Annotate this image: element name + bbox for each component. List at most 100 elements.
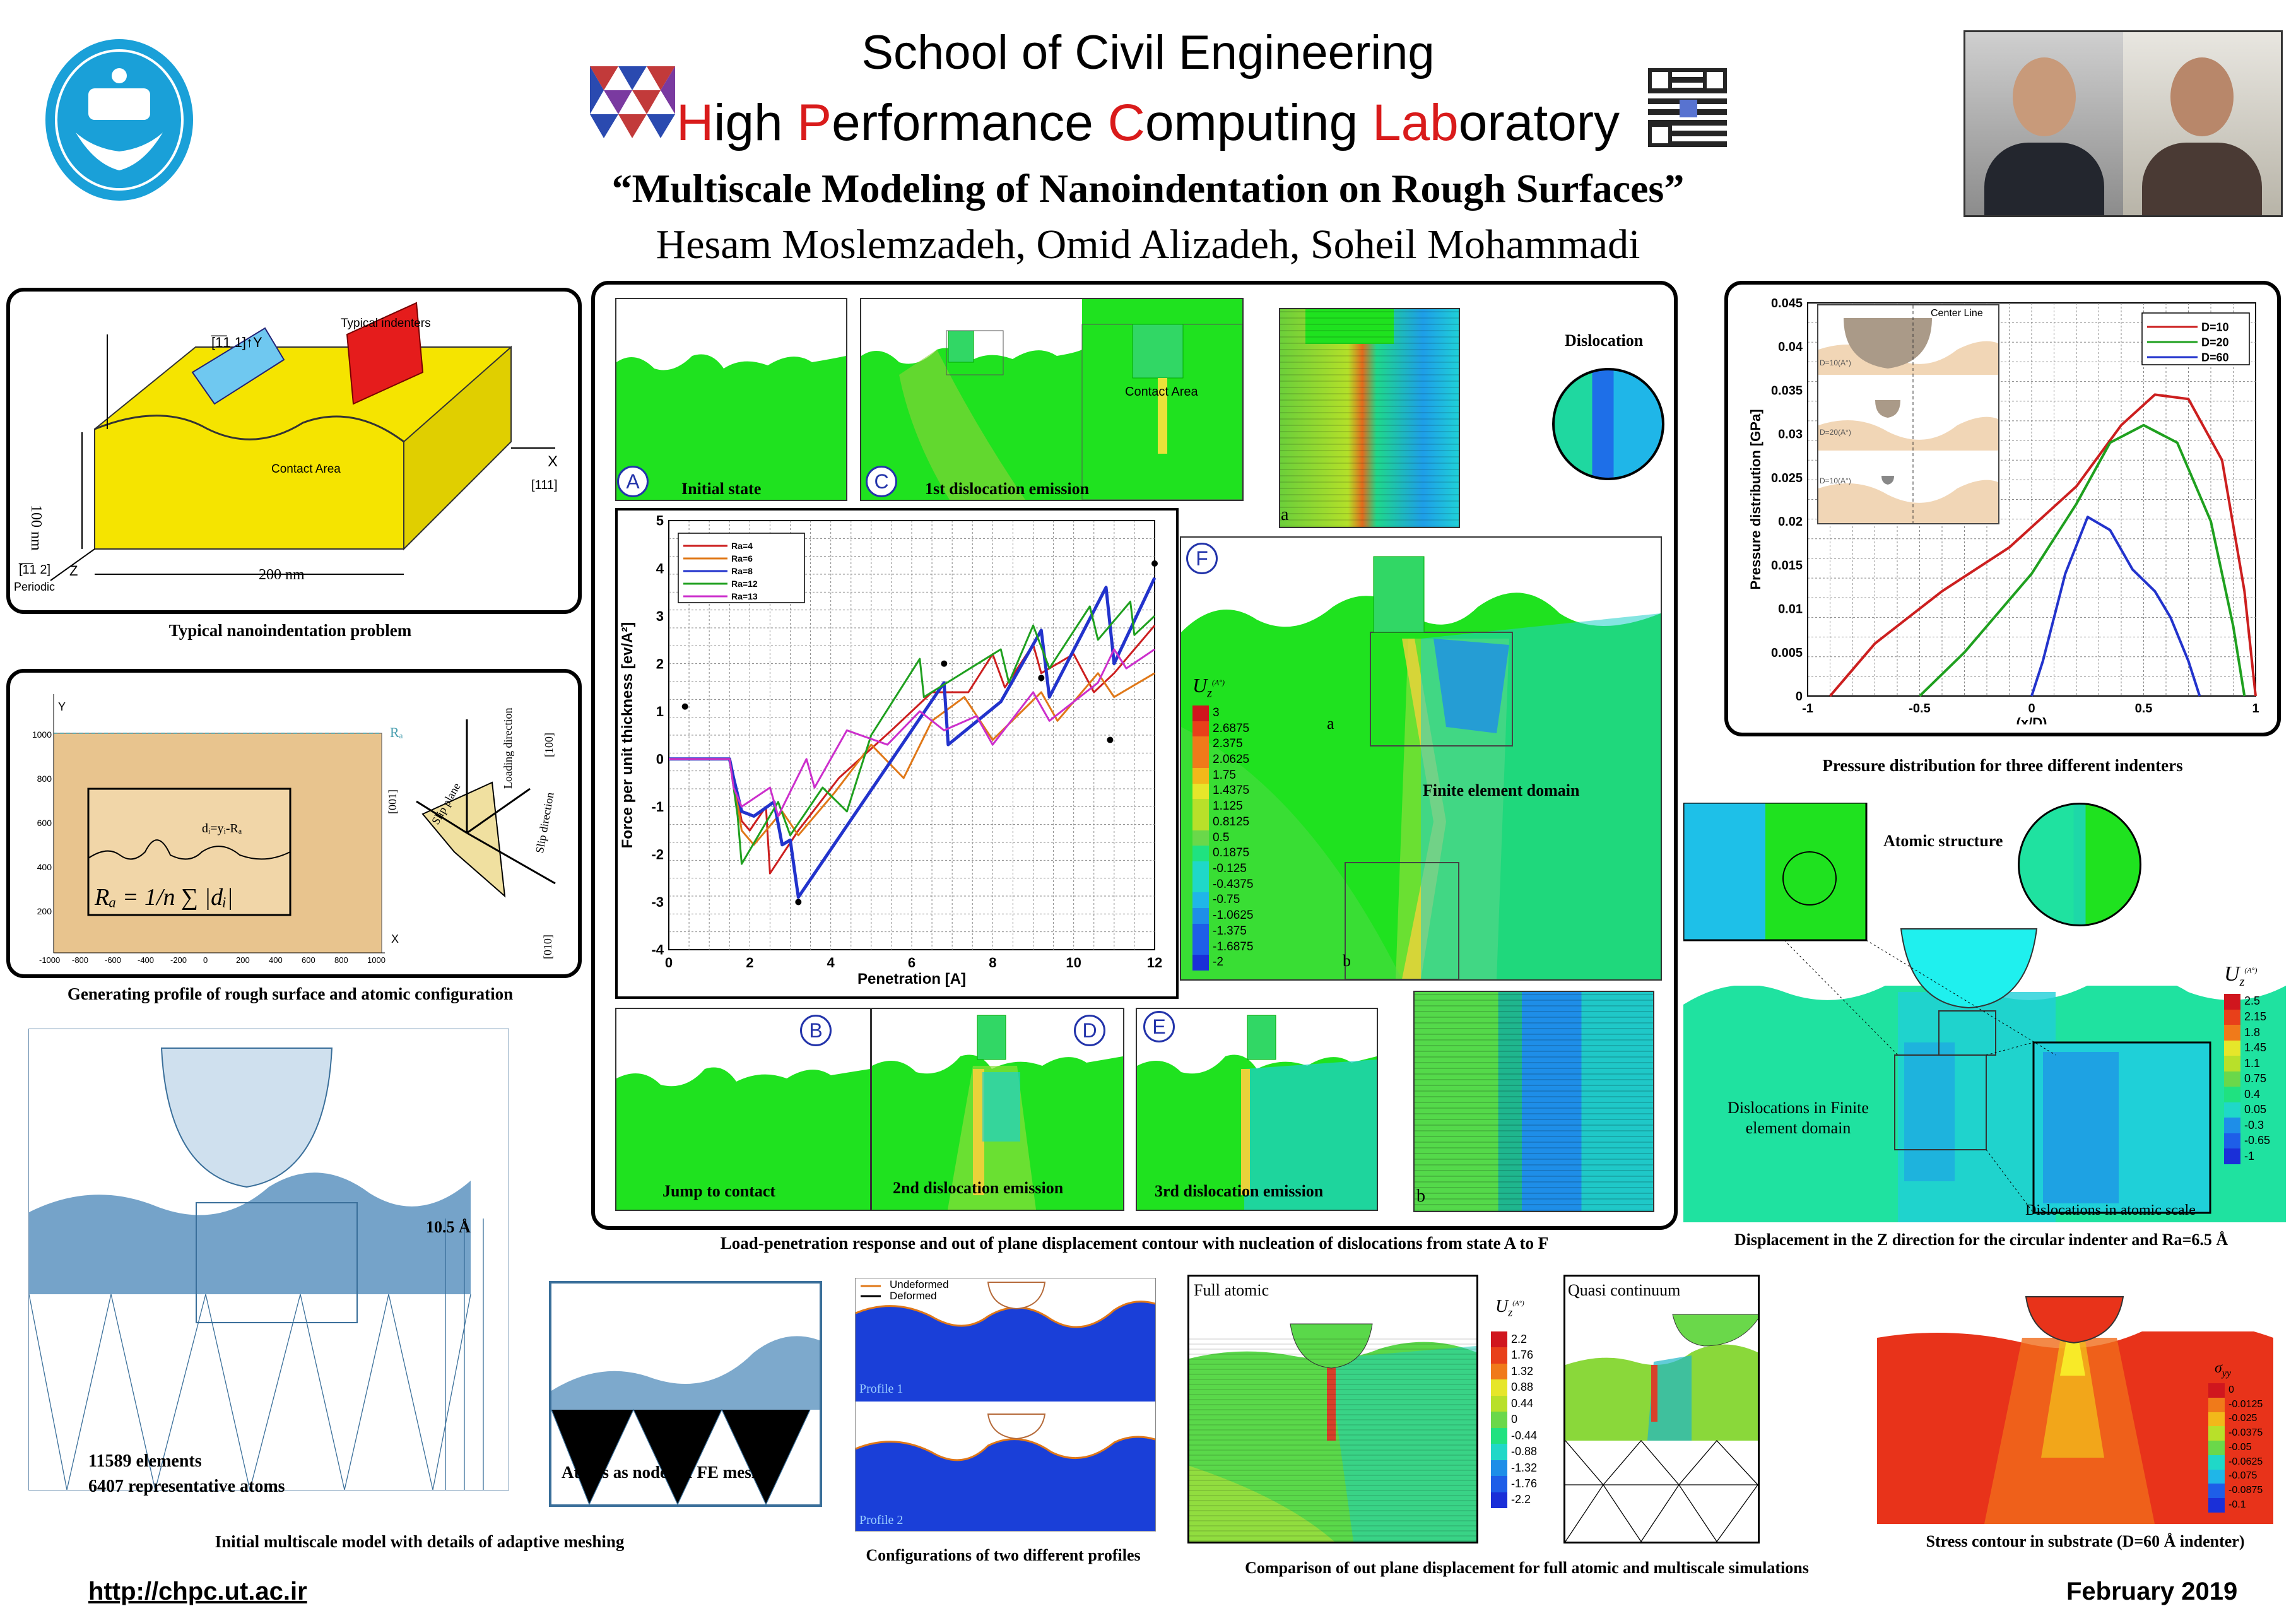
- scale-label: -1.6875: [1213, 940, 1254, 953]
- legend-undeformed: Undeformed: [890, 1278, 949, 1290]
- series-line-D=20: [1919, 423, 2246, 697]
- y-tick-label: 4: [656, 560, 664, 576]
- scale-label: 0.5: [1213, 830, 1230, 844]
- scale-swatch: [2208, 1469, 2225, 1484]
- scale-swatch: [1192, 846, 1209, 862]
- state-label-second-dislocation-text: 2nd dislocation emission: [893, 1179, 1064, 1197]
- rough-xtick: -1000: [39, 955, 61, 965]
- scale-swatch: [1192, 783, 1209, 800]
- photo-2: [2123, 32, 2281, 215]
- scale-label: 0: [1511, 1413, 1518, 1426]
- scale-label: -2: [1213, 955, 1223, 969]
- scale-label: -0.0125: [2228, 1398, 2263, 1410]
- scale-swatch: [1192, 721, 1209, 737]
- scale-label: 0.8125: [1213, 815, 1250, 829]
- disp-uz-title: Uz(A°): [2224, 962, 2257, 989]
- ra-formula: Rₐ = 1/n ∑ |dᵢ|: [95, 883, 233, 911]
- x-tick-label: 2: [746, 955, 753, 971]
- x-tick-label: 0: [2028, 702, 2035, 716]
- rough-xtick: -400: [138, 955, 155, 965]
- disp-color-scale: 2.5 2.15 1.8 1.45 1.1 0.75 0.4 0.05 -0.3 -0.65 -1: [2224, 994, 2287, 1164]
- caption-profiles: Configurations of two different profiles: [866, 1546, 1141, 1564]
- scale-label: -0.0875: [2228, 1485, 2263, 1496]
- scale-swatch: [1192, 767, 1209, 784]
- university-logo: [44, 38, 194, 202]
- scale-swatch: [1491, 1363, 1507, 1380]
- pressure-distribution-chart: -1 -0.5 0 0.5 1 0 0.005 0.01 0.015 0.02 0.025 0.03 0…: [1748, 297, 2259, 724]
- scale-label: 1.32: [1511, 1364, 1534, 1378]
- lab-word-rest-1: erformance: [832, 94, 1108, 151]
- panel-displacement-z: [1683, 803, 2286, 1222]
- scale-label: -1.76: [1511, 1477, 1538, 1490]
- axis-y-letter: Y: [58, 700, 66, 713]
- legend-label: D=20: [2201, 336, 2229, 348]
- caption-displacement: Displacement in the Z direction for the …: [1734, 1231, 2228, 1249]
- rough-ytick: 600: [37, 818, 52, 828]
- inset-d20: D=20(A°): [1820, 428, 1851, 437]
- uz-unit: (A°): [1211, 678, 1225, 687]
- tag-b-panel: b: [1416, 1186, 1425, 1206]
- scale-swatch: [2224, 1087, 2240, 1102]
- scale-swatch: [2224, 1040, 2240, 1056]
- scale-label: 1.76: [1511, 1349, 1534, 1362]
- lab-initial-1: P: [797, 94, 832, 151]
- profile-1-label: Profile 1: [859, 1382, 904, 1396]
- y-tick-label: 5: [656, 513, 664, 529]
- rough-xticks: -1000 -800 -600 -400 -200 0 200 400 600 800 1000: [39, 955, 386, 969]
- x-tick-label: 1: [2252, 702, 2259, 716]
- state-point-D: [1038, 675, 1045, 682]
- y-axis-label: Force per unit thickness [ev/A²]: [619, 622, 636, 849]
- x-tick-label: 6: [908, 955, 915, 971]
- x-tick-label: 8: [989, 955, 996, 971]
- compare-uz-title: Uz(A°): [1495, 1297, 1524, 1319]
- lab-initial-3: Lab: [1372, 94, 1459, 151]
- mesh-elements: 11589 elements: [88, 1451, 202, 1471]
- scale-swatch: [2208, 1441, 2225, 1455]
- hpc-triangle-logo: [590, 66, 675, 151]
- x-axis-label: (x/D): [2016, 715, 2047, 724]
- lab-initial-2: C: [1107, 94, 1145, 151]
- authors: Hesam Moslemzadeh, Omid Alizadeh, Soheil…: [656, 221, 1640, 268]
- scale-label: -0.4375: [1213, 877, 1254, 891]
- dir-001-label: [001]: [386, 789, 399, 814]
- scale-label: -0.0625: [2228, 1456, 2263, 1467]
- inset-d60: D=10(A°): [1820, 476, 1851, 485]
- label-width: 200 nm: [259, 567, 305, 583]
- y-tick-label: 0.005: [1771, 646, 1803, 660]
- label-contact-area: Contact Area: [271, 463, 341, 476]
- scale-label: 2.375: [1213, 737, 1243, 751]
- scale-label: 0.4: [2244, 1087, 2261, 1101]
- y-tick-label: 0: [656, 751, 664, 767]
- scale-label: -1.0625: [1213, 909, 1254, 923]
- scale-label: 1.75: [1213, 768, 1236, 782]
- state-label-third-dislocation: 3rd dislocation emission: [1155, 1182, 1324, 1200]
- state-point-E: [1107, 736, 1114, 743]
- y-tick-label: 0.02: [1778, 515, 1803, 529]
- mesh-inset: [549, 1281, 822, 1507]
- scale-label: -1.375: [1213, 924, 1247, 938]
- y-tick-label: 0.045: [1771, 297, 1803, 310]
- dislocation-b-panel: [1413, 991, 1654, 1212]
- scale-swatch: [2224, 1102, 2240, 1118]
- compare-color-scale: 2.2 1.76 1.32 0.88 0.44 0 -0.44 -0.88 -1.32 -1.76…: [1491, 1331, 1554, 1508]
- compare-uz-letter: U: [1495, 1297, 1509, 1316]
- scale-swatch: [1491, 1395, 1507, 1412]
- ra-formula-rhs: 1/n ∑ |dᵢ|: [144, 884, 233, 911]
- lab-initial-0: H: [676, 94, 714, 151]
- scale-label: -0.0375: [2228, 1427, 2263, 1439]
- label-x-axis: X: [548, 453, 558, 470]
- series-line-D=60: [2030, 516, 2201, 697]
- scale-label: 0.44: [1511, 1396, 1534, 1410]
- inset-d10: D=10(A°): [1820, 358, 1851, 367]
- rough-ytick: 400: [37, 862, 52, 872]
- scale-label: 2.0625: [1213, 753, 1250, 767]
- scale-swatch: [1491, 1460, 1507, 1477]
- state-panel-b: [615, 1008, 871, 1211]
- scale-label: 2.6875: [1213, 721, 1250, 735]
- scale-label: -0.65: [2244, 1134, 2271, 1147]
- scale-label: 0: [2228, 1384, 2234, 1395]
- scale-swatch: [2224, 1009, 2240, 1025]
- website-link[interactable]: http://chpc.ut.ac.ir: [88, 1578, 307, 1605]
- uz-color-scale: 3 2.6875 2.375 2.0625 1.75 1.4375 1.125 0.8125 0…: [1192, 705, 1281, 971]
